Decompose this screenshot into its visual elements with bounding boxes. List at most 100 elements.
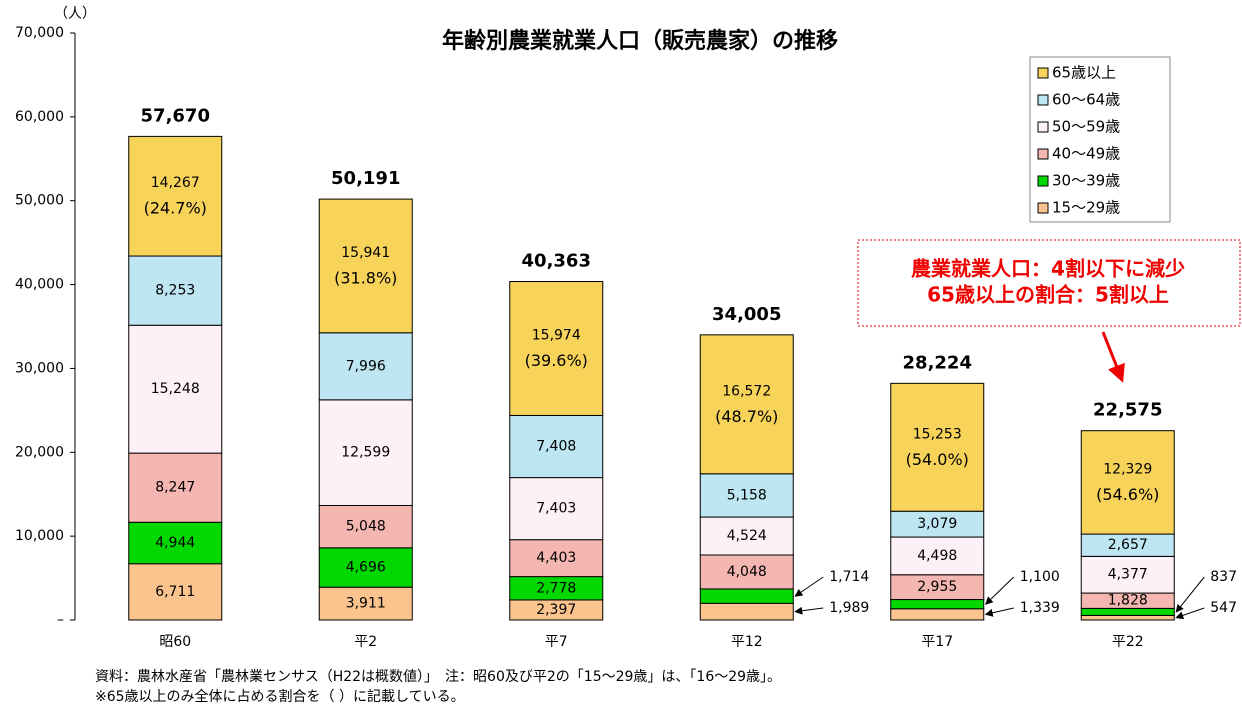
value-label: 7,996 [346, 358, 386, 374]
share-label: (54.0%) [906, 450, 969, 469]
bar-segment [128, 135, 223, 257]
annotation: 65歳以上の割合：5割以上 [927, 283, 1169, 307]
value-label: 547 [1210, 600, 1237, 616]
bar-segment [509, 281, 604, 416]
value-label: 14,267 [151, 175, 200, 191]
value-label: 1,339 [1020, 600, 1060, 616]
value-label: 15,248 [151, 381, 200, 397]
value-label: 2,955 [917, 579, 957, 595]
chart-title: 年齢別農業就業人口（販売農家）の推移 [442, 28, 838, 54]
legend-swatch [1037, 121, 1049, 133]
bar-segment [699, 602, 794, 621]
leader-arrow [794, 576, 824, 597]
value-label: 7,403 [536, 501, 576, 517]
total-label: 28,224 [903, 352, 972, 373]
legend-label: 60～64歳 [1052, 91, 1120, 109]
legend-swatch [1037, 202, 1049, 214]
legend-label: 65歳以上 [1052, 64, 1116, 82]
share-label: (48.7%) [715, 407, 778, 426]
x-tick-label: 平7 [545, 634, 568, 650]
legend-box [1029, 56, 1171, 223]
bar-segment [1080, 614, 1175, 621]
value-label: 3,911 [346, 596, 386, 612]
bar-segment [128, 452, 223, 523]
total-label: 22,575 [1093, 400, 1162, 421]
legend-swatch [1037, 175, 1049, 187]
value-label: 4,696 [346, 560, 386, 576]
value-label: 2,778 [536, 580, 576, 596]
x-tick-label: 平12 [731, 634, 763, 650]
note: 資料：農林水産省「農林業センサス（H22は概数値）」 注：昭60及び平2の「15… [95, 669, 781, 685]
value-label: 1,828 [1108, 593, 1148, 609]
value-label: 8,247 [155, 480, 195, 496]
bar-segment [890, 382, 985, 512]
legend-swatch [1037, 148, 1049, 160]
y-tick-label: 60,000 [15, 109, 64, 125]
y-tick-label: 70,000 [15, 25, 64, 41]
bar-segment [699, 334, 794, 475]
value-label: 6,711 [155, 584, 195, 600]
bar-segment [890, 608, 985, 621]
value-label: 5,048 [346, 519, 386, 535]
value-label: 4,498 [917, 548, 957, 564]
bar-segment [699, 516, 794, 556]
value-label: 4,403 [536, 550, 576, 566]
leader-arrow [1175, 607, 1205, 620]
value-label: 1,714 [829, 569, 869, 585]
legend-swatch [1037, 94, 1049, 106]
y-tick-label: 30,000 [15, 360, 64, 376]
bar-segment [890, 599, 985, 610]
value-label: 4,944 [155, 535, 195, 551]
bar-segment [318, 586, 413, 621]
value-label: 15,941 [341, 245, 390, 261]
bar-segment [509, 414, 604, 479]
x-tick-label: 昭60 [159, 634, 191, 650]
bar-segment [1080, 607, 1175, 616]
value-label: 8,253 [155, 283, 195, 299]
bar-segment [128, 521, 223, 565]
bar-segment [318, 198, 413, 334]
value-label: 12,329 [1103, 461, 1152, 477]
value-label: 15,974 [532, 328, 581, 344]
bar-segment [1080, 555, 1175, 594]
total-label: 34,005 [712, 304, 781, 325]
value-label: 4,048 [727, 564, 767, 580]
x-tick-label: 平22 [1112, 634, 1144, 650]
total-label: 57,670 [141, 105, 210, 126]
value-label: 12,599 [341, 445, 390, 461]
note: ※65歳以上のみ全体に占める割合を（ ）に記載している。 [95, 688, 465, 705]
value-label: 2,397 [536, 602, 576, 618]
total-label: 40,363 [522, 251, 591, 272]
value-label: 16,572 [722, 383, 771, 399]
bar-segment [699, 554, 794, 590]
y-tick-label: 40,000 [15, 277, 64, 293]
bar-segment [318, 547, 413, 588]
bar-segment [699, 473, 794, 518]
share-label: (39.6%) [525, 351, 588, 370]
x-tick-label: 平2 [354, 634, 377, 650]
value-label: 4,377 [1108, 567, 1148, 583]
share-label: (54.6%) [1096, 485, 1159, 504]
leader-arrow [984, 607, 1014, 617]
bar-segment [318, 504, 413, 549]
bar-segment [699, 588, 794, 604]
value-label: 1,989 [829, 600, 869, 616]
legend-swatch [1037, 67, 1049, 79]
x-tick-label: 平17 [921, 634, 953, 650]
annotation-arrow [1101, 331, 1125, 383]
value-label: 7,408 [536, 439, 576, 455]
y-unit: （人） [54, 6, 96, 22]
leader-arrow [794, 606, 824, 615]
value-label: 3,079 [917, 516, 957, 532]
legend-label: 15～29歳 [1052, 199, 1120, 217]
legend-label: 40～49歳 [1052, 145, 1120, 163]
bar-segment [1080, 430, 1175, 535]
value-label: 5,158 [727, 487, 767, 503]
value-label: 4,524 [727, 528, 767, 544]
bar-segment [509, 477, 604, 541]
bar-segment [890, 536, 985, 576]
share-label: (31.8%) [334, 268, 397, 287]
legend-label: 30～39歳 [1052, 172, 1120, 190]
value-label: 837 [1210, 569, 1237, 585]
